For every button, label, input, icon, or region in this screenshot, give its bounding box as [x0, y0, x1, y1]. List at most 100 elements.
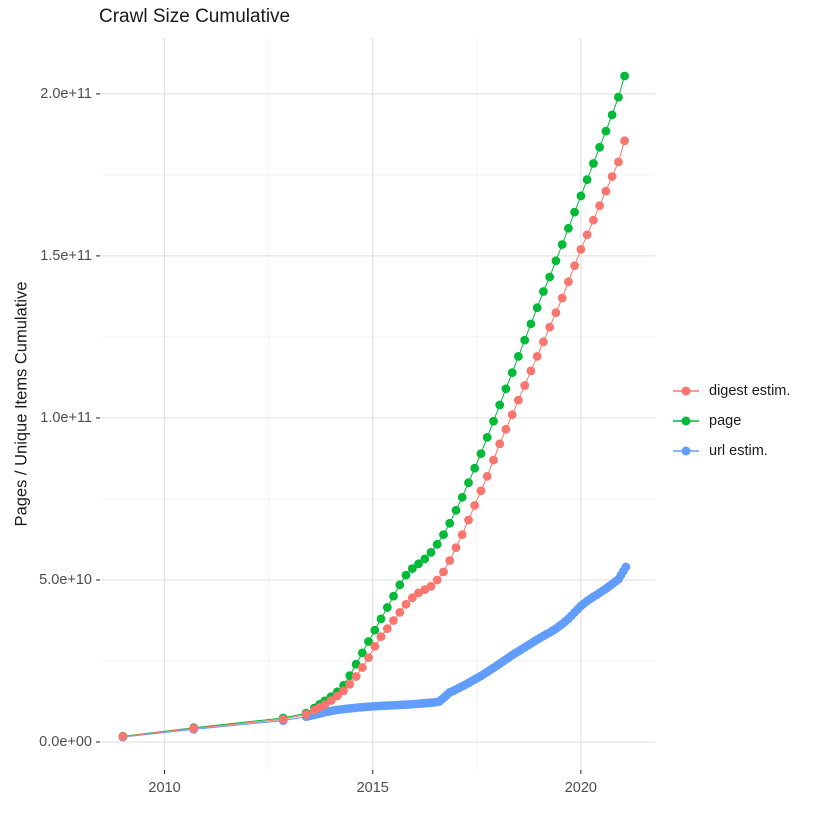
- data-point: [364, 653, 373, 663]
- data-point: [539, 287, 548, 296]
- data-point: [382, 624, 392, 633]
- data-point: [370, 625, 380, 635]
- data-point: [432, 539, 442, 549]
- data-point: [457, 530, 467, 539]
- data-point: [621, 562, 631, 572]
- data-point: [520, 335, 530, 345]
- data-point: [370, 642, 380, 651]
- data-point: [595, 142, 604, 152]
- data-point: [607, 110, 617, 120]
- data-point: [439, 567, 448, 577]
- data-point: [376, 632, 386, 642]
- data-point: [426, 548, 436, 557]
- data-point: [464, 478, 473, 488]
- legend-item-page: page: [672, 410, 790, 432]
- chart-title: Crawl Size Cumulative: [99, 6, 291, 27]
- data-point: [526, 319, 536, 329]
- data-point: [482, 433, 492, 442]
- data-point: [620, 71, 629, 81]
- data-point: [589, 159, 598, 168]
- data-point: [351, 672, 361, 681]
- legend-label: url estim.: [709, 443, 768, 459]
- data-point: [582, 175, 592, 185]
- data-point: [401, 570, 411, 580]
- data-point: [118, 732, 128, 741]
- data-point: [476, 449, 486, 458]
- series-line-url-estim-: [122, 566, 627, 738]
- data-point: [357, 648, 367, 658]
- data-point: [582, 230, 592, 240]
- data-point: [445, 556, 455, 565]
- data-point: [339, 686, 348, 696]
- data-point: [476, 486, 486, 496]
- data-point: [464, 515, 473, 525]
- data-point: [482, 471, 492, 481]
- y-tick-label: 0.0e+00: [39, 734, 92, 750]
- data-point: [601, 126, 611, 136]
- data-point: [470, 463, 480, 473]
- x-tick-label: 2010: [148, 780, 181, 796]
- legend-label: page: [709, 413, 742, 429]
- data-point: [345, 679, 355, 689]
- data-point: [301, 710, 311, 719]
- data-point: [557, 240, 567, 249]
- data-point: [395, 580, 405, 590]
- data-point: [532, 352, 542, 361]
- y-tick-label: 2.0e+11: [40, 85, 92, 102]
- data-point: [320, 700, 330, 710]
- data-point: [539, 337, 548, 347]
- legend-key-icon: [673, 386, 699, 396]
- y-tick-label: 1.0e+11: [40, 409, 92, 426]
- data-point: [407, 593, 417, 603]
- data-point: [382, 603, 392, 612]
- data-point: [332, 691, 342, 701]
- data-point: [376, 614, 386, 624]
- data-point: [495, 400, 505, 410]
- data-point: [595, 201, 604, 211]
- data-point: [514, 352, 523, 361]
- data-point: [589, 215, 598, 225]
- data-point: [457, 492, 467, 502]
- legend-key-icon: [673, 446, 699, 456]
- data-point: [420, 554, 430, 564]
- data-point: [564, 277, 573, 287]
- data-point: [326, 696, 336, 705]
- data-point: [189, 724, 199, 733]
- data-point: [501, 424, 511, 434]
- y-tick-label: 1.5e+11: [40, 247, 92, 264]
- data-point: [545, 272, 555, 282]
- data-point: [607, 172, 617, 181]
- data-point: [557, 293, 567, 303]
- data-point: [576, 191, 586, 201]
- data-point: [278, 714, 288, 724]
- data-point: [551, 256, 561, 266]
- data-point: [620, 136, 629, 146]
- data-point: [526, 366, 536, 376]
- data-point: [439, 530, 448, 539]
- data-point: [601, 186, 611, 196]
- data-point: [570, 261, 579, 270]
- x-tick-label: 2020: [564, 780, 597, 796]
- data-point: [445, 518, 455, 528]
- data-point: [507, 368, 517, 377]
- data-point: [570, 207, 579, 217]
- data-point: [395, 608, 405, 617]
- legend-key-icon: [673, 416, 699, 426]
- data-point: [545, 322, 555, 332]
- data-point: [432, 575, 442, 585]
- data-point: [551, 308, 561, 317]
- data-point: [451, 543, 461, 552]
- x-tick-label: 2015: [356, 780, 389, 796]
- data-point: [495, 439, 505, 449]
- data-point: [357, 663, 367, 672]
- data-point: [532, 303, 542, 313]
- data-point: [426, 582, 436, 591]
- data-point: [576, 245, 586, 254]
- data-point: [364, 637, 373, 646]
- data-point: [564, 223, 573, 233]
- data-point: [489, 455, 498, 465]
- legend-item-digest-estim-: digest estim.: [672, 380, 790, 402]
- data-point: [514, 395, 523, 405]
